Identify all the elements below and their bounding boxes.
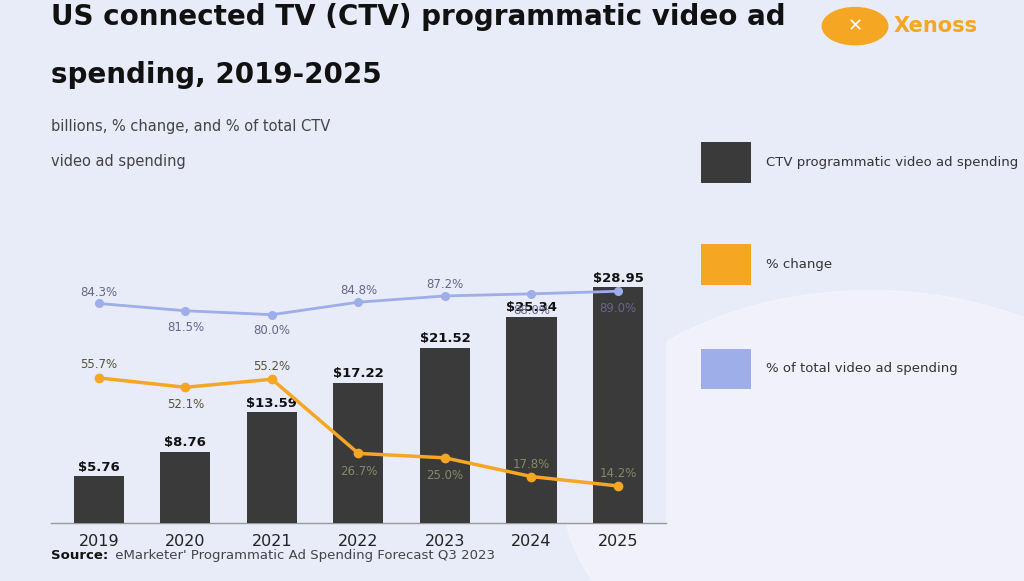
- Text: 17.8%: 17.8%: [513, 458, 550, 471]
- Bar: [74, 476, 124, 523]
- Text: US connected TV (CTV) programmatic video ad: US connected TV (CTV) programmatic video…: [51, 3, 785, 31]
- Bar: [160, 451, 210, 523]
- Text: $13.59: $13.59: [247, 397, 297, 410]
- Text: 84.3%: 84.3%: [80, 286, 118, 299]
- Text: 14.2%: 14.2%: [599, 467, 637, 480]
- Bar: [333, 383, 384, 523]
- Text: spending, 2019-2025: spending, 2019-2025: [51, 61, 382, 89]
- Text: 26.7%: 26.7%: [340, 465, 377, 478]
- Text: 87.2%: 87.2%: [426, 278, 464, 291]
- Text: CTV programmatic video ad spending: CTV programmatic video ad spending: [766, 156, 1018, 169]
- Text: 84.8%: 84.8%: [340, 284, 377, 297]
- Bar: [247, 413, 297, 523]
- Text: $5.76: $5.76: [78, 461, 120, 474]
- Text: 52.1%: 52.1%: [167, 398, 204, 411]
- Text: video ad spending: video ad spending: [51, 154, 186, 169]
- Text: 88.0%: 88.0%: [513, 304, 550, 317]
- Bar: [507, 317, 557, 523]
- Text: 55.2%: 55.2%: [253, 360, 291, 373]
- Text: billions, % change, and % of total CTV: billions, % change, and % of total CTV: [51, 119, 331, 134]
- Text: 25.0%: 25.0%: [426, 469, 464, 482]
- Text: 80.0%: 80.0%: [253, 324, 291, 338]
- Text: $17.22: $17.22: [333, 367, 384, 381]
- Text: $28.95: $28.95: [593, 272, 643, 285]
- Text: Xenoss: Xenoss: [894, 16, 978, 36]
- Text: 81.5%: 81.5%: [167, 321, 204, 333]
- Bar: [420, 348, 470, 523]
- Text: % of total video ad spending: % of total video ad spending: [766, 363, 957, 375]
- Text: % change: % change: [766, 258, 833, 271]
- Text: $8.76: $8.76: [165, 436, 206, 449]
- Text: ✕: ✕: [848, 17, 862, 35]
- Text: eMarketer' Programmatic Ad Spending Forecast Q3 2023: eMarketer' Programmatic Ad Spending Fore…: [111, 550, 495, 562]
- Text: $25.34: $25.34: [506, 302, 557, 314]
- Text: Source:: Source:: [51, 550, 109, 562]
- Text: $21.52: $21.52: [420, 332, 470, 346]
- Text: 89.0%: 89.0%: [599, 302, 637, 315]
- Bar: [593, 288, 643, 523]
- Text: 55.7%: 55.7%: [80, 358, 118, 371]
